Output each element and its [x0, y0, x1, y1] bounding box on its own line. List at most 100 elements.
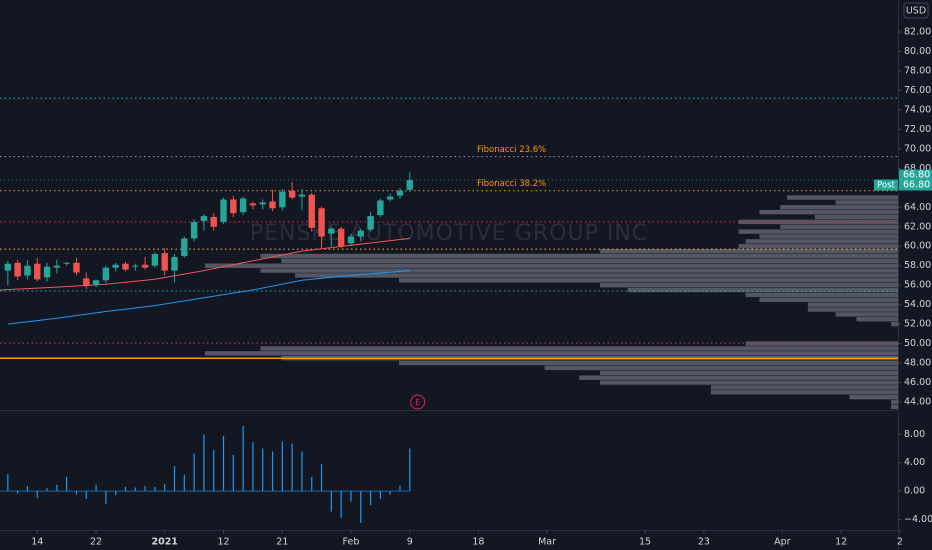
histogram-bar: [379, 491, 381, 499]
candle-body: [63, 262, 70, 264]
volume-profile-bar: [710, 390, 898, 395]
volume-profile-bar: [260, 346, 898, 351]
candle-body: [210, 217, 217, 227]
candle-body: [230, 199, 237, 214]
price-badge: [899, 169, 932, 181]
volume-profile-bar: [205, 263, 898, 268]
histogram-bar: [17, 491, 19, 494]
y-tick-label: 4.00: [904, 457, 925, 468]
candle-body: [73, 262, 80, 273]
candle-body: [298, 194, 306, 197]
y-tick-label: 72.00: [904, 124, 931, 135]
y-tick-label: 56.00: [904, 280, 931, 291]
volume-profile-bar: [745, 239, 898, 244]
volume-profile-bar: [787, 195, 898, 200]
candle-body: [337, 228, 345, 247]
volume-profile-bar: [759, 234, 898, 239]
histogram-bar: [222, 435, 225, 492]
x-tick-label: 2: [897, 537, 903, 548]
candle-body: [14, 262, 21, 277]
candle-body: [249, 203, 257, 206]
volume-profile-bar: [738, 229, 898, 234]
post-tag: [874, 179, 898, 191]
moving-average: [0, 237, 410, 291]
histogram-bar: [154, 486, 156, 492]
histogram-bar: [330, 491, 332, 512]
histogram-bar: [46, 488, 48, 492]
histogram-bar: [213, 449, 215, 492]
candle-body: [53, 265, 61, 268]
price-badge: [899, 179, 932, 191]
candle-body: [406, 180, 413, 190]
candle-body: [347, 236, 355, 244]
currency-box: [903, 2, 929, 19]
histogram-bar: [311, 476, 313, 492]
histogram-bar: [369, 491, 372, 506]
x-tick-label: Apr: [774, 537, 791, 548]
histogram-bar: [399, 485, 401, 492]
y-tick-label: 46.00: [904, 377, 931, 388]
histogram-bar: [95, 484, 97, 492]
histogram-bar: [75, 491, 78, 495]
candle-body: [161, 253, 168, 271]
histogram-bar: [203, 434, 205, 492]
histogram-bar: [350, 491, 352, 502]
candle-body: [396, 190, 404, 196]
volume-profile-bar: [745, 341, 898, 346]
histogram-bar: [85, 491, 87, 499]
post-tag-label: Post: [877, 181, 895, 191]
histogram-bar: [164, 483, 166, 492]
histogram-bar: [134, 487, 136, 492]
volume-profile-bar: [759, 297, 898, 302]
x-tick-label: 15: [639, 537, 651, 548]
candle-body: [24, 265, 31, 276]
candle-body: [151, 254, 159, 266]
y-tick-label: 52.00: [904, 319, 931, 330]
volume-profile-bar: [780, 224, 898, 229]
histogram-bar: [262, 448, 264, 492]
volume-profile-bar: [891, 404, 898, 410]
histogram-bar: [409, 448, 411, 492]
candle-body: [122, 263, 129, 270]
candle-body: [357, 230, 364, 237]
candle-body: [367, 216, 374, 230]
y-tick-label: 44.00: [904, 397, 931, 408]
watermark: PENSKE AUTOMOTIVE GROUP INC: [250, 221, 648, 246]
histogram-bar: [232, 454, 234, 492]
histogram-bar: [124, 486, 127, 492]
y-tick-label: 82.00: [904, 27, 931, 38]
candle-body: [200, 216, 208, 221]
x-tick-label: Feb: [343, 537, 360, 548]
candle-body: [328, 228, 335, 234]
volume-profile-bar: [745, 292, 898, 298]
volume-profile-bar: [807, 302, 898, 307]
histogram-bar: [340, 491, 342, 518]
candle-body: [377, 200, 384, 216]
fib-label: Fibonacci 23.6%: [477, 145, 546, 155]
y-tick-label: 80.00: [904, 46, 931, 57]
volume-profile-bar: [759, 209, 898, 215]
candle-body: [4, 263, 12, 271]
volume-profile-bar: [600, 370, 898, 376]
histogram-bar: [193, 453, 195, 492]
candle-body: [220, 199, 227, 222]
volume-profile-bar: [399, 360, 898, 366]
y-tick-label: 70.00: [904, 143, 931, 154]
volume-profile-bar: [710, 385, 898, 390]
candle-body: [279, 191, 286, 208]
x-tick-label: 18: [472, 537, 484, 548]
histogram-bar: [291, 443, 293, 492]
histogram-bar: [320, 464, 323, 492]
fib-label: Fibonacci 38.2%: [477, 179, 546, 189]
volume-profile-bar: [738, 244, 898, 249]
candle-body: [112, 264, 119, 268]
volume-profile-bar: [600, 380, 898, 385]
candle-body: [141, 264, 149, 268]
y-tick-label: 76.00: [904, 85, 931, 96]
y-tick-label: −4.00: [904, 514, 932, 525]
currency: USD: [906, 6, 926, 17]
volume-profile-bar: [600, 248, 898, 254]
y-tick-label: 78.00: [904, 65, 931, 76]
candle-body: [132, 265, 139, 267]
candle-body: [386, 196, 394, 200]
